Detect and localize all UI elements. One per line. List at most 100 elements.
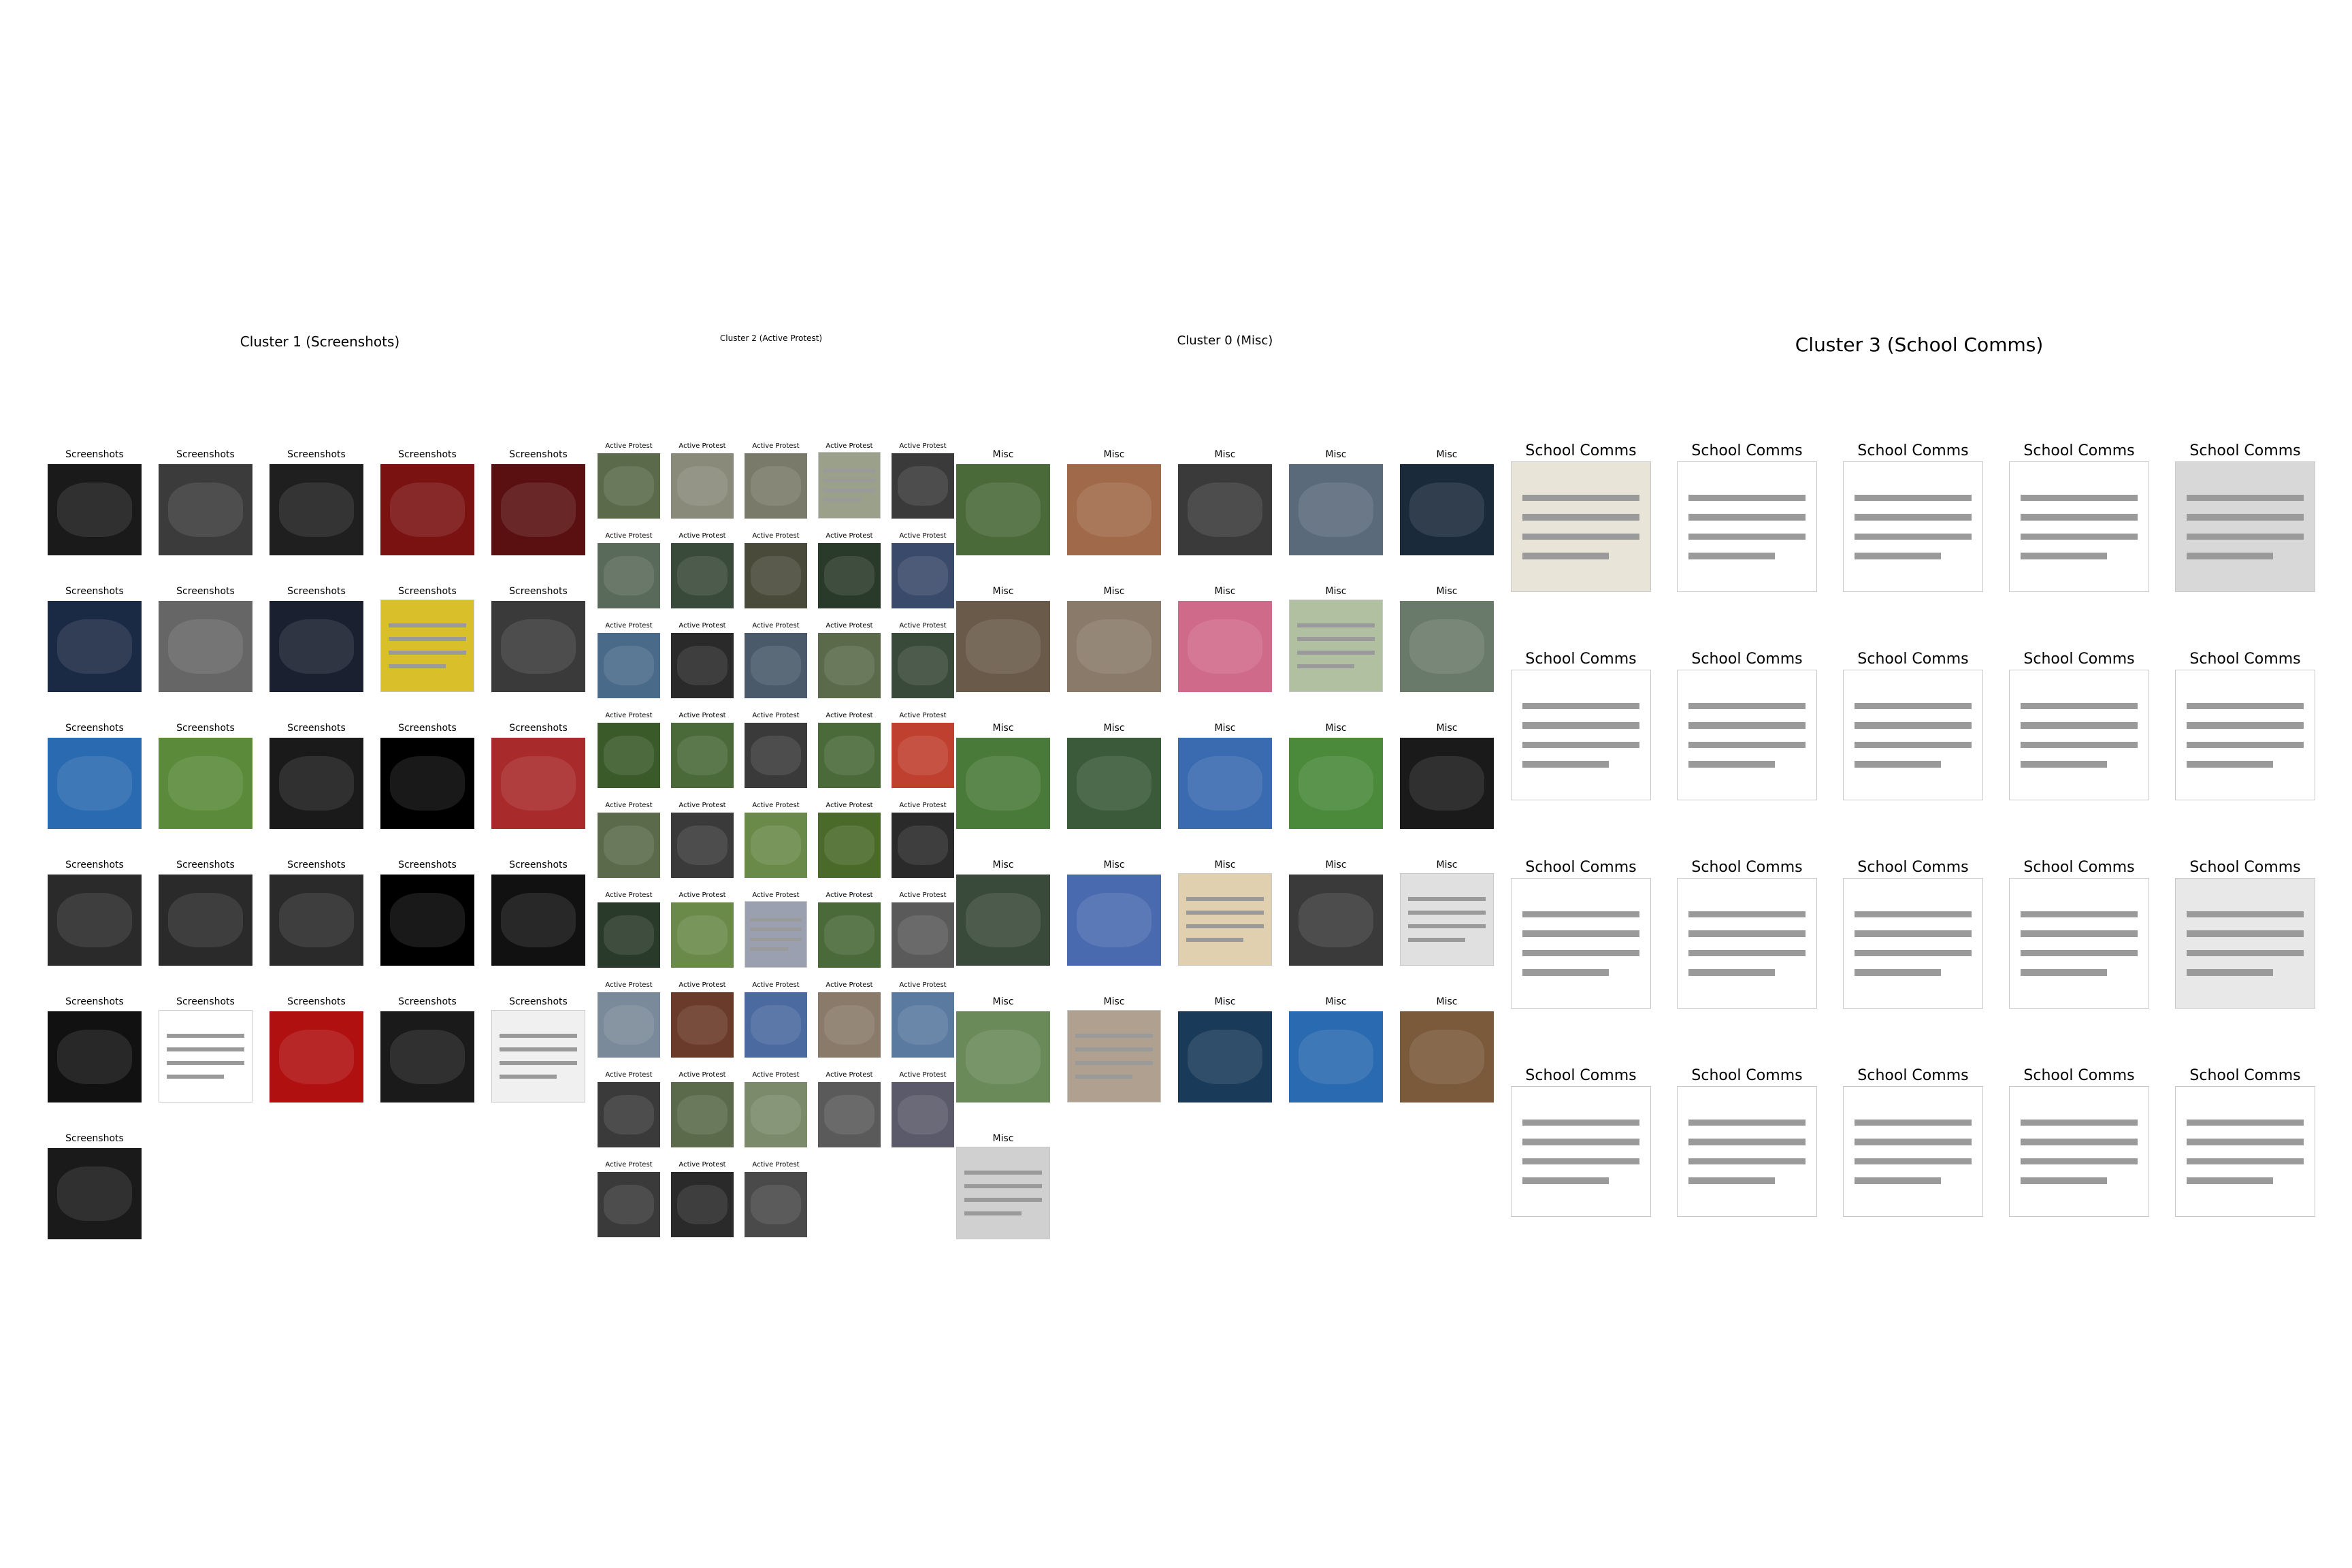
image-thumbnail	[1677, 878, 1817, 1009]
image-thumbnail-cell: Screenshots	[159, 723, 252, 829]
image-thumbnail	[1511, 461, 1651, 592]
thumbnail-label: Misc	[992, 860, 1014, 870]
thumbnail-label: School Comms	[1525, 651, 1637, 668]
image-thumbnail-cell: Active Protest	[745, 802, 807, 878]
thumbnail-label: Screenshots	[65, 996, 124, 1007]
image-thumbnail-cell: Screenshots	[380, 449, 474, 555]
image-thumbnail-cell: Active Protest	[745, 532, 807, 608]
thumbnail-label: Active Protest	[752, 802, 800, 809]
thumbnail-label: Misc	[1103, 723, 1125, 734]
image-thumbnail	[745, 453, 807, 519]
image-thumbnail	[1067, 875, 1161, 966]
image-thumbnail	[1067, 464, 1161, 555]
thumbnail-label: Misc	[1436, 723, 1458, 734]
image-thumbnail	[1289, 464, 1383, 555]
image-thumbnail-cell: School Comms	[1843, 651, 1983, 800]
thumbnail-label: Active Protest	[605, 892, 653, 899]
thumbnail-label: Misc	[1325, 996, 1347, 1007]
thumbnail-label: Screenshots	[398, 996, 457, 1007]
thumbnail-label: School Comms	[1691, 859, 1803, 876]
thumbnail-label: Active Protest	[605, 981, 653, 989]
image-thumbnail-cell: Screenshots	[491, 449, 585, 555]
image-thumbnail-cell: Misc	[1400, 723, 1494, 829]
image-thumbnail	[745, 633, 807, 698]
image-thumbnail-cell: Active Protest	[671, 1071, 734, 1147]
thumbnail-label: Active Protest	[899, 802, 947, 809]
image-thumbnail	[491, 1010, 585, 1102]
image-thumbnail-cell: Misc	[1067, 723, 1161, 829]
image-thumbnail-cell: Active Protest	[598, 892, 660, 968]
image-thumbnail-cell: Active Protest	[892, 442, 954, 519]
image-thumbnail	[1178, 738, 1272, 829]
thumbnail-label: Active Protest	[826, 1071, 873, 1079]
image-thumbnail	[745, 1082, 807, 1147]
image-thumbnail	[598, 453, 660, 519]
image-thumbnail	[892, 543, 954, 608]
image-thumbnail	[1843, 878, 1983, 1009]
image-thumbnail	[671, 1082, 734, 1147]
thumbnail-label: Active Protest	[752, 981, 800, 989]
thumbnail-label: School Comms	[2189, 442, 2301, 459]
thumbnail-label: Screenshots	[398, 860, 457, 870]
image-thumbnail	[745, 543, 807, 608]
image-thumbnail-cell: School Comms	[1843, 1067, 1983, 1217]
image-thumbnail-cell: School Comms	[1677, 859, 1817, 1009]
image-thumbnail-cell: Active Protest	[745, 981, 807, 1058]
image-thumbnail-cell: Active Protest	[671, 892, 734, 968]
thumbnail-label: School Comms	[2189, 859, 2301, 876]
image-thumbnail-cell: Active Protest	[745, 892, 807, 968]
thumbnail-label: Active Protest	[752, 1071, 800, 1079]
thumbnail-label: Misc	[992, 449, 1014, 460]
thumbnail-label: Screenshots	[509, 586, 568, 597]
image-thumbnail	[1289, 600, 1383, 692]
thumbnail-label: Active Protest	[899, 442, 947, 450]
thumbnail-label: Active Protest	[679, 712, 726, 719]
image-thumbnail-cell: Misc	[1067, 449, 1161, 555]
image-thumbnail	[598, 902, 660, 968]
thumbnail-label: Misc	[992, 996, 1014, 1007]
thumbnail-label: Misc	[1436, 996, 1458, 1007]
thumbnail-label: School Comms	[1525, 442, 1637, 459]
image-thumbnail	[745, 1172, 807, 1237]
image-thumbnail-cell: Active Protest	[892, 892, 954, 968]
image-thumbnail-cell: Misc	[1178, 449, 1272, 555]
thumbnail-label: School Comms	[1691, 651, 1803, 668]
image-thumbnail-cell: Screenshots	[270, 449, 363, 555]
thumbnail-label: Misc	[1103, 449, 1125, 460]
thumbnail-label: School Comms	[1691, 1067, 1803, 1084]
image-thumbnail	[818, 723, 881, 788]
image-thumbnail	[956, 1147, 1050, 1239]
image-thumbnail	[159, 875, 252, 966]
thumbnail-label: Screenshots	[509, 449, 568, 460]
image-thumbnail-cell: Active Protest	[598, 622, 660, 698]
thumbnail-label: Active Protest	[605, 442, 653, 450]
thumbnail-label: Misc	[1214, 860, 1236, 870]
thumbnail-label: Misc	[1325, 586, 1347, 597]
image-thumbnail-cell: Active Protest	[745, 622, 807, 698]
thumbnail-label: Misc	[1214, 449, 1236, 460]
image-thumbnail-cell: School Comms	[1843, 859, 1983, 1009]
image-thumbnail	[2175, 461, 2315, 592]
image-thumbnail-cell: Screenshots	[270, 860, 363, 966]
thumbnail-label: Screenshots	[176, 723, 235, 734]
image-thumbnail-cell: Active Protest	[818, 892, 881, 968]
cluster-2-panel: Cluster 2 (Active Protest) Active Protes…	[591, 333, 954, 1245]
image-thumbnail-cell: Screenshots	[380, 996, 474, 1102]
thumbnail-label: Active Protest	[826, 892, 873, 899]
thumbnail-label: Active Protest	[679, 532, 726, 540]
image-thumbnail	[1843, 461, 1983, 592]
thumbnail-label: Misc	[1214, 996, 1236, 1007]
image-thumbnail	[48, 601, 142, 692]
image-thumbnail-cell: School Comms	[1677, 442, 1817, 592]
image-thumbnail-cell: School Comms	[1511, 1067, 1651, 1217]
image-thumbnail	[671, 1172, 734, 1237]
image-thumbnail-cell: School Comms	[2175, 651, 2315, 800]
image-thumbnail	[491, 464, 585, 555]
image-thumbnail	[159, 1010, 252, 1102]
image-thumbnail	[818, 992, 881, 1058]
image-thumbnail	[270, 1011, 363, 1102]
image-thumbnail	[2009, 878, 2149, 1009]
image-thumbnail	[598, 992, 660, 1058]
image-thumbnail	[1843, 670, 1983, 800]
cluster-1-panel: Cluster 1 (Screenshots) Screenshots Scree…	[48, 333, 592, 1245]
